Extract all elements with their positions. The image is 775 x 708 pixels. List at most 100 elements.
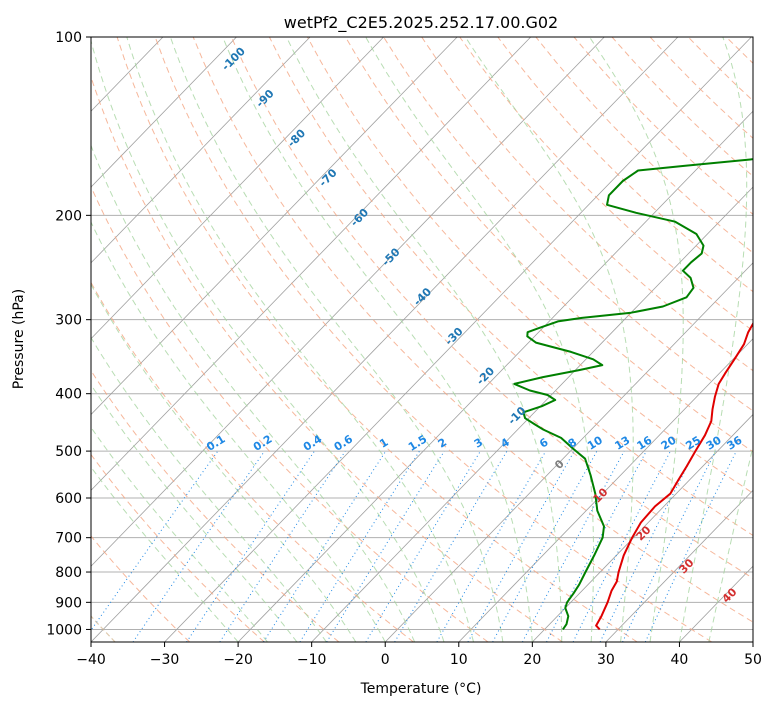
moist-adiabat-line: [678, 37, 748, 642]
mixing-ratio-line: [365, 450, 481, 642]
mixing-ratio-label: 36: [725, 433, 745, 452]
y-tick-label: 400: [55, 387, 82, 403]
dry-adiabat-line: [421, 37, 753, 372]
mixing-ratio-label: 6: [537, 435, 551, 450]
y-tick-label: 100: [55, 30, 82, 46]
sounding-series-line: [595, 321, 753, 631]
isotherm-line: [91, 37, 458, 416]
moist-adiabat-label: -60: [348, 206, 371, 229]
x-tick-label: 0: [381, 652, 390, 668]
dry-adiabat-line: [116, 37, 638, 642]
y-tick-label: 900: [55, 595, 82, 611]
x-axis-ticks: −40 −30 −20 −10 0 10 20 30 40 50: [76, 642, 762, 668]
dry-adiabat-line: [91, 75, 563, 642]
mixing-ratio-line: [622, 450, 717, 642]
mixing-ratio-label: 0.6: [332, 432, 356, 454]
moist-adiabat-line: [222, 37, 533, 642]
dry-adiabats: [91, 37, 753, 642]
isobar-gridlines: [91, 37, 753, 630]
y-axis-label: Pressure (hPa): [11, 289, 27, 389]
dry-adiabat-line: [687, 37, 753, 102]
plot-area: 0.1 0.2 0.4 0.6 1 1.5 2 3 4 6 8 10 13 16 20 25 30 36-100-…: [91, 37, 753, 642]
dry-adiabat-line: [91, 185, 489, 642]
dry-adiabat-line: [91, 535, 191, 642]
isotherm-line: [752, 641, 753, 642]
moist-adiabat-label: -30: [442, 325, 465, 348]
moist-adiabat-label: -20: [474, 364, 497, 387]
mixing-ratio-line: [546, 450, 647, 642]
moist-adiabat-line: [365, 37, 594, 642]
sounding-series-line: [513, 158, 753, 630]
isotherm-line: [164, 37, 752, 642]
dry-adiabat-line: [268, 37, 753, 537]
x-tick-label: −10: [297, 652, 327, 668]
y-tick-label: 200: [55, 208, 82, 224]
moist-adiabat-label: -100: [219, 44, 248, 73]
y-tick-label: 1000: [46, 622, 82, 638]
dry-adiabat-line: [535, 37, 753, 254]
moist-adiabat-line: [91, 283, 357, 642]
moist-adiabat-label: -40: [411, 285, 434, 308]
mixing-ratio-line: [91, 450, 219, 632]
x-tick-label: −30: [150, 652, 180, 668]
isotherm-lines: [91, 37, 753, 642]
dry-adiabat-line: [306, 37, 753, 494]
moist-adiabat-line: [126, 37, 474, 642]
mixing-ratio-label: 1: [377, 436, 390, 451]
mixing-ratio-label: 16: [635, 433, 655, 452]
plot-frame: [90, 36, 754, 643]
isotherm-line: [605, 489, 753, 642]
moist-adiabat-line: [91, 426, 268, 642]
dry-adiabat-line: [649, 37, 753, 139]
mixing-ratio-lines: [91, 450, 737, 642]
dry-adiabat-line: [497, 37, 753, 293]
mixing-ratio-label: 3: [472, 436, 485, 451]
x-tick-label: −20: [223, 652, 253, 668]
isotherm-line: [91, 37, 237, 188]
mixing-ratio-line: [132, 450, 266, 642]
moist-adiabat-label: -10: [505, 404, 528, 427]
x-tick-label: 20: [523, 652, 541, 668]
moist-adiabat-label: -70: [316, 166, 339, 189]
x-tick-label: 50: [744, 652, 762, 668]
dry-adiabat-line: [459, 37, 753, 332]
mixing-ratio-line: [263, 450, 387, 642]
dry-adiabat-label: 30: [677, 556, 697, 576]
adiabat-labels: 0.1 0.2 0.4 0.6 1 1.5 2 3 4 6 8 10 13 16 20 25 30 36-100-…: [204, 44, 745, 605]
moist-adiabat-line: [91, 220, 386, 642]
sounding-series: [513, 158, 753, 631]
isotherm-line: [311, 186, 753, 642]
moist-adiabat-line: [464, 37, 634, 642]
x-tick-label: 10: [450, 652, 468, 668]
moist-adiabat-line: [91, 383, 298, 642]
mixing-ratio-line: [467, 450, 575, 642]
isotherm-line: [91, 37, 679, 642]
mixing-ratio-line: [492, 450, 598, 642]
isotherm-line: [91, 37, 311, 264]
dry-adiabat-line: [192, 37, 753, 623]
isotherm-line: [91, 37, 605, 567]
x-axis-label: Temperature (°C): [360, 681, 482, 697]
mixing-ratio-label: 25: [683, 434, 703, 453]
dry-adiabat-line: [91, 281, 414, 642]
moist-adiabat-label: -90: [253, 87, 276, 110]
dry-adiabat-line: [91, 453, 265, 642]
moist-adiabat-label: -80: [285, 126, 308, 149]
dry-adiabat-label: 20: [634, 523, 654, 543]
isotherm-line: [91, 37, 384, 340]
isotherm-line: [384, 262, 753, 642]
mixing-ratio-line: [326, 450, 445, 642]
y-tick-label: 700: [55, 531, 82, 547]
mixing-ratio-label: 2: [436, 436, 449, 451]
dry-adiabat-line: [725, 37, 753, 64]
x-tick-label: 30: [597, 652, 615, 668]
y-axis-ticks: 1000 900 800 700 600 500 400 300 200 100: [46, 30, 91, 638]
mixing-ratio-line: [599, 450, 696, 642]
moist-adiabat-line: [589, 37, 684, 642]
y-tick-label: 800: [55, 565, 82, 581]
isotherm-line: [91, 37, 532, 491]
y-tick-label: 600: [55, 491, 82, 507]
mixing-ratio-line: [644, 450, 737, 642]
moist-adiabat-line: [91, 39, 445, 642]
